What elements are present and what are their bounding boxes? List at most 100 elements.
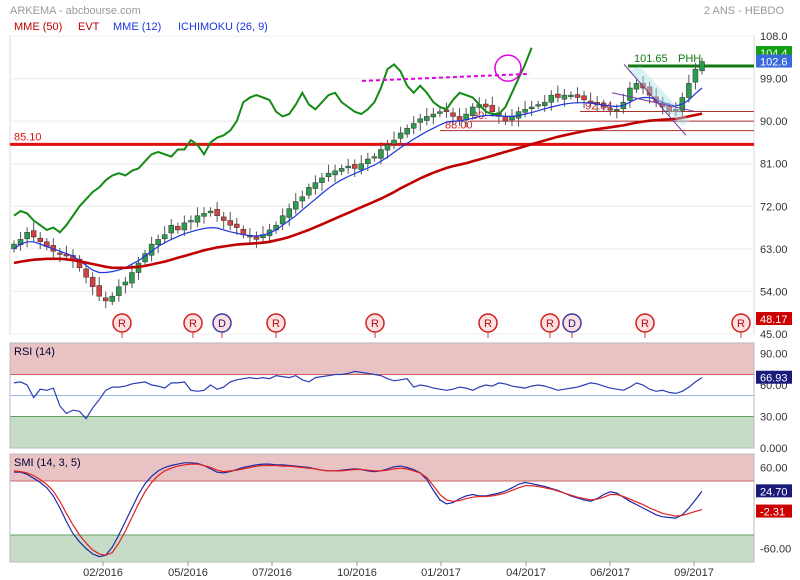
event-marker-r[interactable] bbox=[731, 313, 751, 333]
candle-body bbox=[417, 118, 423, 123]
event-marker-r[interactable] bbox=[183, 313, 203, 333]
candle-body bbox=[279, 215, 286, 225]
x-axis-label: 07/2016 bbox=[252, 567, 292, 579]
candle-body bbox=[102, 297, 109, 302]
event-marker-label: R bbox=[371, 318, 379, 330]
candle-body bbox=[489, 104, 496, 112]
legend-mme50: MME (50) bbox=[14, 21, 62, 33]
candle-body bbox=[358, 163, 365, 170]
candle-body bbox=[627, 87, 633, 101]
candle-body bbox=[168, 224, 175, 234]
smi-frame bbox=[9, 453, 755, 563]
candle-body bbox=[397, 132, 404, 139]
event-marker-r[interactable] bbox=[540, 313, 560, 333]
candle-body bbox=[129, 272, 135, 284]
candle-body bbox=[561, 94, 568, 100]
candle-body bbox=[312, 182, 319, 189]
candle-body bbox=[83, 268, 89, 278]
candle-body bbox=[673, 109, 679, 112]
candle-body bbox=[109, 295, 116, 302]
event-marker-r[interactable] bbox=[635, 313, 655, 333]
candle-body bbox=[194, 215, 201, 223]
rsi-current-badge bbox=[756, 370, 792, 384]
event-marker-label: D bbox=[218, 318, 226, 330]
x-axis-label: 02/2016 bbox=[83, 567, 123, 579]
candle-body bbox=[96, 285, 102, 297]
candle-body bbox=[201, 213, 207, 217]
smi-current-badge bbox=[756, 484, 792, 498]
candle-body bbox=[286, 208, 292, 218]
candle-body bbox=[633, 83, 640, 90]
legend-ichimoku: ICHIMOKU (26, 9) bbox=[178, 21, 268, 33]
candle-body bbox=[581, 95, 587, 101]
event-marker-label: R bbox=[737, 318, 745, 330]
rsi-axis-label: 0.000 bbox=[760, 443, 788, 455]
smi-upper-zone bbox=[10, 454, 754, 481]
candle-body bbox=[692, 68, 699, 83]
channel-line-bottom bbox=[611, 92, 697, 113]
candle-body bbox=[188, 220, 194, 223]
candle-body bbox=[437, 111, 443, 114]
rsi-overbought-zone bbox=[10, 343, 754, 375]
event-marker-r[interactable] bbox=[365, 313, 385, 333]
price-axis-label: 63.00 bbox=[760, 244, 788, 256]
candle-body bbox=[214, 209, 220, 216]
candle-body bbox=[404, 127, 410, 135]
event-marker-label: D bbox=[568, 318, 576, 330]
channel-line-top bbox=[623, 64, 687, 136]
candle-body bbox=[253, 236, 260, 240]
smi-lower-zone bbox=[10, 535, 754, 562]
candle-body bbox=[30, 230, 37, 238]
candle-body bbox=[587, 100, 594, 103]
event-marker-label: R bbox=[189, 318, 197, 330]
candle-body bbox=[338, 168, 345, 172]
candle-body bbox=[57, 252, 63, 255]
price-badge-label: 48.17 bbox=[760, 314, 788, 326]
rsi-current-label: 66.93 bbox=[760, 373, 788, 385]
legend-mme12: MME (12) bbox=[113, 21, 161, 33]
event-marker-r[interactable] bbox=[266, 313, 286, 333]
rsi-title: RSI (14) bbox=[14, 346, 55, 358]
event-marker-label: R bbox=[118, 318, 126, 330]
candle-body bbox=[614, 109, 620, 112]
candle-body bbox=[24, 232, 30, 240]
price-axis-label: 72.00 bbox=[760, 201, 788, 213]
price-axis-label: 90.00 bbox=[760, 116, 788, 128]
candle-body bbox=[76, 258, 83, 269]
price-axis-label: 54.00 bbox=[760, 286, 788, 298]
smi-current-label: 24.70 bbox=[760, 486, 788, 498]
candle-body bbox=[332, 170, 338, 176]
candle-body bbox=[568, 94, 574, 97]
candle-body bbox=[306, 187, 312, 196]
smi-title: SMI (14, 3, 5) bbox=[14, 457, 81, 469]
chart-period: 2 ANS - HEBDO bbox=[704, 5, 785, 17]
event-marker-d[interactable] bbox=[212, 313, 232, 333]
candle-body bbox=[293, 201, 299, 210]
candle-body bbox=[424, 116, 430, 121]
smi-neutral-zone bbox=[10, 481, 754, 535]
price-axis-label: 81.00 bbox=[760, 159, 788, 171]
candle-body bbox=[325, 172, 332, 178]
candle-body bbox=[351, 164, 358, 169]
phh-label: PHH bbox=[678, 53, 701, 65]
event-marker-label: R bbox=[272, 318, 280, 330]
candle-body bbox=[666, 106, 672, 112]
candle-body bbox=[522, 109, 528, 113]
event-marker-label: R bbox=[641, 318, 649, 330]
price-axis-label: 99.00 bbox=[760, 74, 788, 86]
candle-body bbox=[410, 123, 417, 129]
candle-body bbox=[502, 116, 509, 122]
event-marker-r[interactable] bbox=[478, 313, 498, 333]
resistance-label-101: 101.65 bbox=[634, 53, 668, 65]
x-axis-label: 05/2016 bbox=[168, 567, 208, 579]
candle-body bbox=[574, 94, 581, 98]
rsi-axis-label: 90.00 bbox=[760, 349, 788, 361]
candle-body bbox=[207, 210, 214, 214]
event-marker-r[interactable] bbox=[112, 313, 132, 333]
x-axis-label: 04/2017 bbox=[506, 567, 546, 579]
legend-evt: EVT bbox=[78, 21, 100, 33]
x-axis-label: 06/2017 bbox=[590, 567, 630, 579]
candle-body bbox=[116, 286, 122, 296]
event-marker-d[interactable] bbox=[562, 313, 582, 333]
